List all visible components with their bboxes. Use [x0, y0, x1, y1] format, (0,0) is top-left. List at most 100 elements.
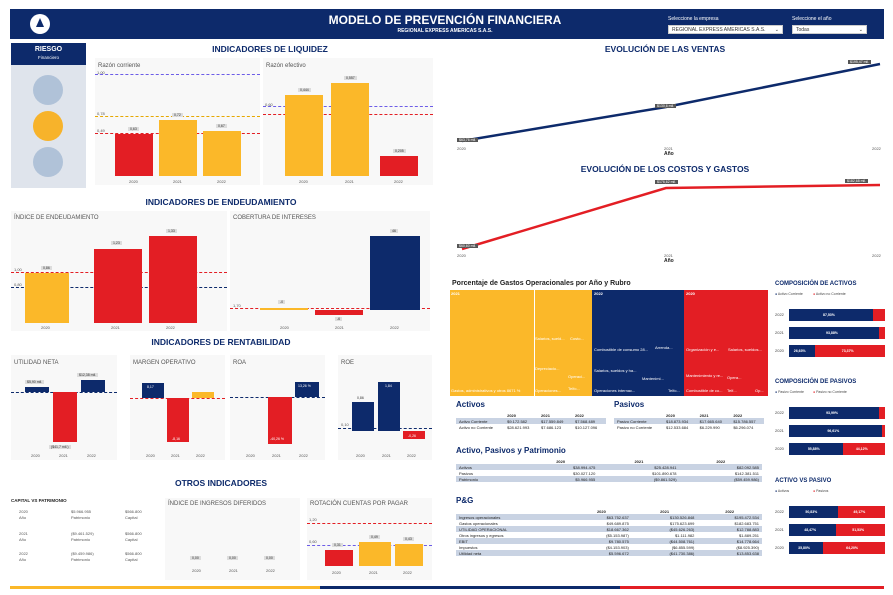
others-title: OTROS INDICADORES — [174, 478, 268, 488]
year-select[interactable]: Todas ⌄ — [792, 25, 867, 34]
coverage-bar-2020 — [260, 308, 308, 310]
assets-composition-bar-b — [879, 327, 885, 339]
page-title: MODELO DE PREVENCIÓN FINANCIERA — [328, 13, 562, 27]
assets-composition-bar-a: 87,53% — [789, 309, 874, 321]
assets-composition-year-label: 2022 — [775, 312, 784, 317]
treemap-block-2020 — [684, 290, 768, 396]
liabilities-table-title: Pasivos — [614, 400, 645, 409]
year-select-label: Seleccione el año — [792, 16, 832, 22]
costs-title: EVOLUCIÓN DE LOS COSTOS Y GASTOS — [580, 164, 750, 174]
assets-vs-liabilities-bar-b: 49,17% — [837, 506, 885, 518]
assets-vs-liabilities-year-label: 2020 — [775, 545, 784, 550]
assets-composition-year-label: 2020 — [775, 348, 784, 353]
assets-composition-bar-a: 26,63% — [789, 345, 815, 357]
pnl-table: 2020 2021 2022 Ingresos operacionales $63.7… — [456, 508, 762, 556]
risk-subtitle: Financiero — [37, 55, 59, 60]
footer-stripe-red — [620, 586, 884, 589]
company-select-value: REGIONAL EXPRESS AMERICAS S.A.S. — [672, 27, 766, 33]
net-income-bar-2022 — [81, 380, 105, 392]
interest-coverage-card: COBERTURA DE INTERESES 1,70 -0 -6 46 202… — [230, 211, 430, 331]
assets-vs-liabilities-bar-a: 48,47% — [789, 524, 836, 536]
debt-bar-2021 — [94, 249, 142, 323]
liquidity-title: INDICADORES DE LIQUIDEZ — [212, 44, 328, 54]
current-ratio-bar-2021 — [159, 120, 197, 176]
debt-bar-2020 — [25, 273, 69, 323]
legend-dot-icon: ● — [775, 292, 778, 296]
risk-title: RIESGO — [34, 46, 63, 53]
expenses-treemap: 2021 Salarios, sueld... Costo... Depreci… — [450, 290, 768, 396]
cash-ratio-label: Razón efectivo — [266, 63, 306, 69]
coverage-bar-2021 — [315, 310, 363, 315]
liabilities-composition-bar-b — [879, 407, 885, 419]
liabilities-composition-legend-item: ● Pasivo Corriente — [775, 390, 804, 394]
liabilities-composition-year-label: 2021 — [775, 428, 784, 433]
cash-ratio-bar-2022 — [380, 156, 418, 176]
assets-composition-bar-b — [873, 309, 885, 321]
legend-dot-icon: ● — [813, 390, 817, 394]
risk-panel: RIESGO Financiero — [11, 43, 86, 188]
chevron-down-icon: ⌄ — [858, 27, 863, 33]
company-logo-icon — [30, 14, 50, 34]
assets-vs-liabilities-bar-b: 64,20% — [823, 542, 885, 554]
operating-margin-card: MARGEN OPERATIVO 8,17 -8,16 2020 2021 20… — [130, 355, 225, 460]
roe-bar-2020 — [352, 402, 374, 431]
liabilities-composition-bar-a: 93,99% — [789, 407, 880, 419]
debt-title: INDICADORES DE ENDEUDAMIENTO — [145, 197, 297, 207]
legend-dot-icon: ● — [813, 292, 816, 296]
rotation-bar-2021 — [359, 542, 391, 566]
liabilities-composition-year-label: 2022 — [775, 410, 784, 415]
expenses-treemap-title: Porcentaje de Gastos Operacionales por A… — [452, 280, 631, 287]
cash-ratio-bar-2020 — [285, 95, 323, 176]
risk-light-top — [33, 75, 63, 105]
company-select-label: Seleccione la empresa — [668, 16, 719, 22]
pnl-table-title: P&G — [456, 496, 474, 505]
current-ratio-bar-2022 — [203, 131, 241, 176]
assets-table: 2020 2021 2022 Activo Corriente $9.172.582 $… — [456, 412, 606, 430]
current-ratio-label: Razón corriente — [98, 63, 141, 69]
assets-vs-liabilities-year-label: 2021 — [775, 527, 784, 532]
treemap-block-2021 — [450, 290, 592, 396]
assets-vs-liabilities-bar-a: 35,80% — [789, 542, 824, 554]
cash-ratio-card: Razón efectivo 0,60 0,444 0,557 0,205 20… — [263, 58, 433, 185]
roe-card: ROE 0,10 0,86 1,84 -0,26 2020 2021 2022 — [338, 355, 432, 460]
balance-table-title: Activo, Pasivos y Patrimonio — [456, 446, 566, 455]
debt-bar-2022 — [149, 236, 197, 323]
net-income-bar-2020 — [25, 387, 49, 392]
roe-bar-2022 — [403, 431, 425, 439]
debt-index-card: ÍNDICE DE ENDEUDAMIENTO 1,00 0,80 0,86 1… — [11, 211, 227, 331]
roe-bar-2021 — [378, 382, 400, 431]
treemap-block-2022 — [592, 290, 684, 396]
costs-line-chart — [461, 183, 881, 251]
sales-title: EVOLUCIÓN DE LAS VENTAS — [604, 44, 726, 54]
assets-composition-legend-item: ● Activo no Corriente — [813, 292, 846, 296]
year-select-value: Todas — [796, 27, 810, 33]
assets-vs-liabilities-legend-item: ● Pasivos — [813, 489, 829, 493]
liabilities-composition-legend-item: ● Pasivo no Corriente — [813, 390, 847, 394]
cash-ratio-bar-2021 — [331, 83, 369, 176]
assets-composition-legend-item: ● Activo Corriente — [775, 292, 803, 296]
margin-bar-2022 — [192, 392, 214, 398]
legend-dot-icon: ● — [813, 489, 817, 493]
liabilities-composition-bar-b: 44,12% — [842, 443, 885, 455]
assets-vs-liabilities-year-label: 2022 — [775, 509, 784, 514]
risk-light-bottom — [33, 147, 63, 177]
capital-vs-equity-card: CAPITAL VS PATRIMONIO 2020 Año $5.966.955… — [11, 498, 142, 562]
legend-dot-icon: ● — [775, 390, 779, 394]
coverage-bar-2022 — [370, 236, 420, 310]
roa-bar-2021 — [268, 397, 292, 444]
net-income-bar-2021 — [53, 392, 77, 442]
header-bar — [10, 9, 884, 39]
footer-stripe-yellow — [10, 586, 320, 589]
chevron-down-icon: ⌄ — [774, 27, 779, 33]
liabilities-composition-title: COMPOSICIÓN DE PASIVOS — [775, 379, 857, 385]
company-select[interactable]: REGIONAL EXPRESS AMERICAS S.A.S. ⌄ — [668, 25, 783, 34]
roa-card: ROA -40,26 % 13,26 % 2020 2021 2022 — [230, 355, 325, 460]
roa-bar-2022 — [295, 382, 319, 397]
assets-vs-liabilities-title: ACTIVO VS PASIVO — [775, 478, 832, 484]
assets-table-title: Activos — [456, 400, 485, 409]
net-income-card: UTILIDAD NETA $5,90 mil. ($41,7 mil.) $1… — [11, 355, 117, 460]
assets-vs-liabilities-bar-a: 50,83% — [789, 506, 838, 518]
liabilities-composition-bar-a: 96,61% — [789, 425, 882, 437]
rotation-bar-2020 — [325, 550, 353, 566]
rotation-bar-2022 — [395, 544, 423, 566]
